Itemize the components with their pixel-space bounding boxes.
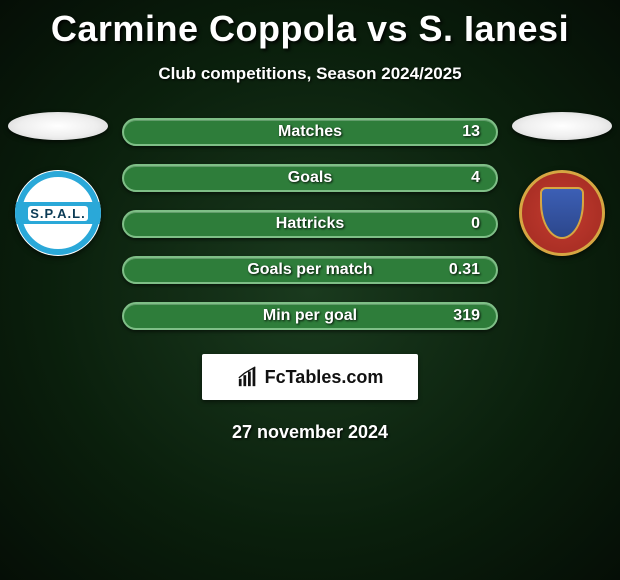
stat-value: 0 bbox=[471, 215, 480, 233]
right-side bbox=[510, 112, 614, 256]
chart-icon bbox=[237, 366, 259, 388]
stat-value: 319 bbox=[453, 307, 480, 325]
shield-icon bbox=[540, 187, 584, 239]
stat-value: 0.31 bbox=[449, 261, 480, 279]
stat-bar: Min per goal 319 bbox=[122, 302, 498, 330]
brand-badge: FcTables.com bbox=[202, 354, 418, 400]
subtitle: Club competitions, Season 2024/2025 bbox=[0, 64, 620, 84]
page-title: Carmine Coppola vs S. Ianesi bbox=[0, 8, 620, 50]
stat-label: Hattricks bbox=[276, 215, 344, 233]
stat-bar: Goals 4 bbox=[122, 164, 498, 192]
stat-label: Matches bbox=[278, 123, 342, 141]
stat-label: Goals bbox=[288, 169, 332, 187]
stat-value: 13 bbox=[462, 123, 480, 141]
date-label: 27 november 2024 bbox=[0, 422, 620, 443]
comparison-panel: S.P.A.L. Matches 13 Goals 4 Hattricks 0 … bbox=[0, 112, 620, 330]
stat-label: Min per goal bbox=[263, 307, 357, 325]
left-side: S.P.A.L. bbox=[6, 112, 110, 256]
right-club-badge bbox=[519, 170, 605, 256]
right-player-avatar bbox=[512, 112, 612, 140]
stat-bar: Hattricks 0 bbox=[122, 210, 498, 238]
left-player-avatar bbox=[8, 112, 108, 140]
left-club-badge: S.P.A.L. bbox=[15, 170, 101, 256]
brand-name: FcTables.com bbox=[265, 367, 384, 388]
stat-bar: Goals per match 0.31 bbox=[122, 256, 498, 284]
stat-bar: Matches 13 bbox=[122, 118, 498, 146]
stat-label: Goals per match bbox=[247, 261, 372, 279]
stat-value: 4 bbox=[471, 169, 480, 187]
left-club-abbr: S.P.A.L. bbox=[28, 206, 87, 221]
stats-bars: Matches 13 Goals 4 Hattricks 0 Goals per… bbox=[122, 112, 498, 330]
